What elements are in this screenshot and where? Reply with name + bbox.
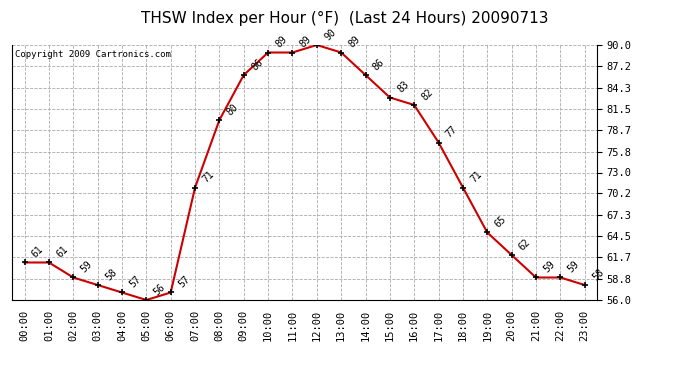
Text: Copyright 2009 Cartronics.com: Copyright 2009 Cartronics.com [15, 50, 171, 59]
Text: 89: 89 [274, 34, 289, 50]
Text: 59: 59 [542, 260, 557, 275]
Text: 57: 57 [128, 274, 143, 290]
Text: 61: 61 [55, 244, 70, 260]
Text: 56: 56 [152, 282, 167, 297]
Text: 57: 57 [176, 274, 192, 290]
Text: THSW Index per Hour (°F)  (Last 24 Hours) 20090713: THSW Index per Hour (°F) (Last 24 Hours)… [141, 11, 549, 26]
Text: 89: 89 [346, 34, 362, 50]
Text: 71: 71 [201, 170, 216, 185]
Text: 77: 77 [444, 124, 460, 140]
Text: 86: 86 [249, 57, 265, 72]
Text: 90: 90 [322, 27, 337, 42]
Text: 59: 59 [79, 260, 95, 275]
Text: 65: 65 [493, 214, 509, 230]
Text: 62: 62 [518, 237, 533, 252]
Text: 58: 58 [104, 267, 119, 282]
Text: 86: 86 [371, 57, 386, 72]
Text: 80: 80 [225, 102, 240, 117]
Text: 89: 89 [298, 34, 313, 50]
Text: 59: 59 [566, 260, 581, 275]
Text: 71: 71 [469, 170, 484, 185]
Text: 61: 61 [30, 244, 46, 260]
Text: 83: 83 [395, 80, 411, 95]
Text: 58: 58 [590, 267, 606, 282]
Text: 82: 82 [420, 87, 435, 102]
